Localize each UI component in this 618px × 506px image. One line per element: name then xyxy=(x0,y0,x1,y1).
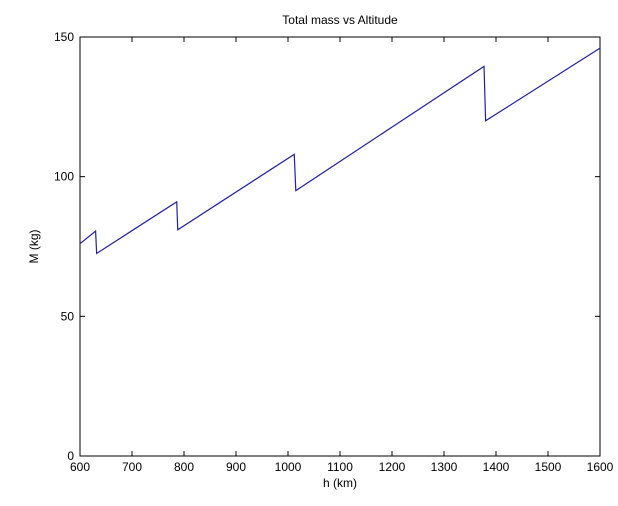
x-tick-label: 1100 xyxy=(327,460,353,474)
x-axis-title: h (km) xyxy=(323,476,357,490)
x-tick-label: 1000 xyxy=(275,460,302,474)
x-tick-label: 800 xyxy=(174,460,194,474)
x-axis: 600 700 800 900 1000 1100 1200 1300 1400 1500 1600 xyxy=(70,37,614,474)
chart-title: Total mass vs Altitude xyxy=(282,13,398,27)
y-tick-label: 100 xyxy=(54,170,74,184)
y-tick-label: 50 xyxy=(61,309,75,323)
x-tick-label: 1200 xyxy=(379,460,406,474)
plot-area xyxy=(79,36,601,457)
series-line-0 xyxy=(79,47,601,255)
x-tick-label: 1600 xyxy=(587,460,614,474)
x-tick-label: 900 xyxy=(226,460,246,474)
y-tick-label: 0 xyxy=(67,449,74,463)
y-axis-title: M (kg) xyxy=(27,230,41,264)
x-tick-label: 1400 xyxy=(483,460,510,474)
series-layer xyxy=(79,47,601,255)
x-tick-label: 700 xyxy=(122,460,142,474)
y-tick-label: 150 xyxy=(54,30,74,44)
y-axis: 0 50 100 150 xyxy=(54,30,600,463)
x-tick-label: 1500 xyxy=(535,460,562,474)
x-tick-label: 600 xyxy=(70,460,90,474)
x-tick-label: 1300 xyxy=(431,460,458,474)
